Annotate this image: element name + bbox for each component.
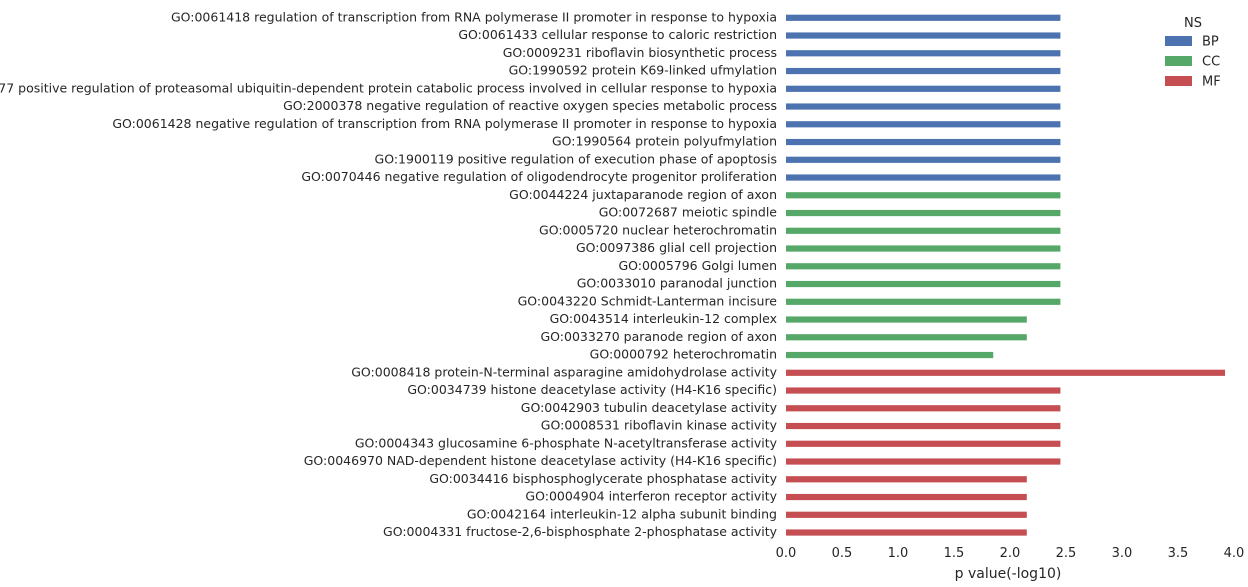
x-tick-label: 2.0 bbox=[1000, 546, 1021, 561]
x-tick-label: 2.5 bbox=[1056, 546, 1077, 561]
category-label: GO:0008418 protein-N-terminal asparagine… bbox=[351, 364, 777, 379]
x-axis-ticks-group: 0.0 0.5 1.0 1.5 2.0 2.5 3.0 3.5 4.0 bbox=[776, 546, 1245, 561]
bar-cc bbox=[786, 316, 1027, 323]
bar-cc bbox=[786, 334, 1027, 341]
bar-bp bbox=[786, 156, 1061, 163]
bar-mf bbox=[786, 440, 1061, 447]
category-label: GO:0097386 glial cell projection bbox=[576, 240, 777, 255]
category-label: GO:0005720 nuclear heterochromatin bbox=[539, 222, 777, 237]
bar-mf bbox=[786, 529, 1027, 536]
category-label: GO:1990564 protein polyufmylation bbox=[552, 134, 777, 149]
category-label: GO:0043514 interleukin-12 complex bbox=[550, 311, 777, 326]
bar-mf bbox=[786, 511, 1027, 518]
legend-title: NS bbox=[1184, 16, 1202, 31]
category-label: GO:0061418 regulation of transcription f… bbox=[171, 9, 777, 24]
x-tick-label: 0.0 bbox=[776, 546, 797, 561]
category-label: GO:1900119 positive regulation of execut… bbox=[375, 151, 777, 166]
bar-bp bbox=[786, 174, 1061, 181]
category-label: GO:0043220 Schmidt-Lanterman incisure bbox=[518, 293, 778, 308]
legend-swatch-cc bbox=[1165, 56, 1192, 66]
x-tick-label: 3.5 bbox=[1168, 546, 1189, 561]
bar-bp bbox=[786, 138, 1061, 146]
bar-mf bbox=[786, 387, 1061, 394]
category-label: GO:0044224 juxtaparanode region of axon bbox=[509, 187, 777, 202]
bar-bp bbox=[786, 32, 1061, 39]
x-axis-label: p value(-log10) bbox=[955, 566, 1062, 582]
bar-cc bbox=[786, 227, 1061, 234]
legend-label-mf: MF bbox=[1202, 75, 1221, 90]
bar-cc bbox=[786, 263, 1061, 270]
bar-cc bbox=[786, 245, 1061, 252]
category-label: GO:1990592 protein K69-linked ufmylation bbox=[509, 63, 777, 78]
legend-swatch-bp bbox=[1165, 36, 1192, 46]
bar-bp bbox=[786, 67, 1061, 75]
x-tick-label: 1.0 bbox=[888, 546, 909, 561]
bar-mf bbox=[786, 422, 1061, 430]
x-tick-label: 0.5 bbox=[832, 546, 853, 561]
category-label: GO:0034416 bisphosphoglycerate phosphata… bbox=[429, 471, 777, 486]
legend-label-bp: BP bbox=[1202, 35, 1219, 50]
bar-bp bbox=[786, 85, 1061, 92]
x-tick-label: 4.0 bbox=[1224, 546, 1245, 561]
category-label: GO:0061433 cellular response to caloric … bbox=[458, 27, 777, 42]
bar-cc bbox=[786, 351, 994, 359]
category-label: GO:0042903 tubulin deacetylase activity bbox=[521, 400, 778, 415]
legend-label-cc: CC bbox=[1202, 55, 1220, 70]
bar-mf bbox=[786, 458, 1061, 465]
category-label: GO:0061428 negative regulation of transc… bbox=[112, 116, 777, 131]
category-label: GO:2000777 positive regulation of protea… bbox=[0, 80, 777, 95]
bar-cc bbox=[786, 209, 1061, 217]
bar-mf bbox=[786, 369, 1226, 376]
x-tick-label: 3.0 bbox=[1112, 546, 1133, 561]
category-label: GO:0042164 interleukin-12 alpha subunit … bbox=[467, 506, 777, 521]
category-label: GO:0005796 Golgi lumen bbox=[618, 258, 777, 273]
category-label: GO:0004331 fructose-2,6-bisphosphate 2-p… bbox=[383, 524, 778, 539]
bar-bp bbox=[786, 121, 1061, 128]
category-label: GO:0033010 paranodal junction bbox=[577, 276, 777, 291]
bars-group bbox=[786, 14, 1226, 536]
bar-cc bbox=[786, 298, 1061, 305]
category-labels-group: GO:0061418 regulation of transcription f… bbox=[0, 9, 778, 539]
category-label: GO:0009231 riboflavin biosynthetic proce… bbox=[503, 45, 777, 60]
legend-swatch-mf bbox=[1165, 76, 1192, 86]
bar-mf bbox=[786, 476, 1027, 483]
category-label: GO:0004904 interferon receptor activity bbox=[525, 489, 777, 504]
category-label: GO:0070446 negative regulation of oligod… bbox=[301, 169, 777, 184]
category-label: GO:0033270 paranode region of axon bbox=[541, 329, 778, 344]
category-label: GO:0004343 glucosamine 6-phosphate N-ace… bbox=[355, 435, 778, 450]
category-label: GO:0034739 histone deacetylase activity … bbox=[407, 382, 777, 397]
legend: NS BP CC MF bbox=[1165, 16, 1221, 90]
bar-mf bbox=[786, 493, 1027, 501]
x-tick-label: 1.5 bbox=[944, 546, 965, 561]
bar-mf bbox=[786, 405, 1061, 412]
bar-bp bbox=[786, 50, 1061, 57]
category-label: GO:0008531 riboflavin kinase activity bbox=[541, 418, 778, 433]
bar-cc bbox=[786, 280, 1061, 288]
bar-cc bbox=[786, 192, 1061, 199]
category-label: GO:0000792 heterochromatin bbox=[590, 347, 777, 362]
category-label: GO:2000378 negative regulation of reacti… bbox=[283, 98, 777, 113]
category-label: GO:0046970 NAD-dependent histone deacety… bbox=[304, 453, 777, 468]
bar-bp bbox=[786, 14, 1061, 21]
category-label: GO:0072687 meiotic spindle bbox=[599, 205, 778, 220]
bar-bp bbox=[786, 103, 1061, 110]
